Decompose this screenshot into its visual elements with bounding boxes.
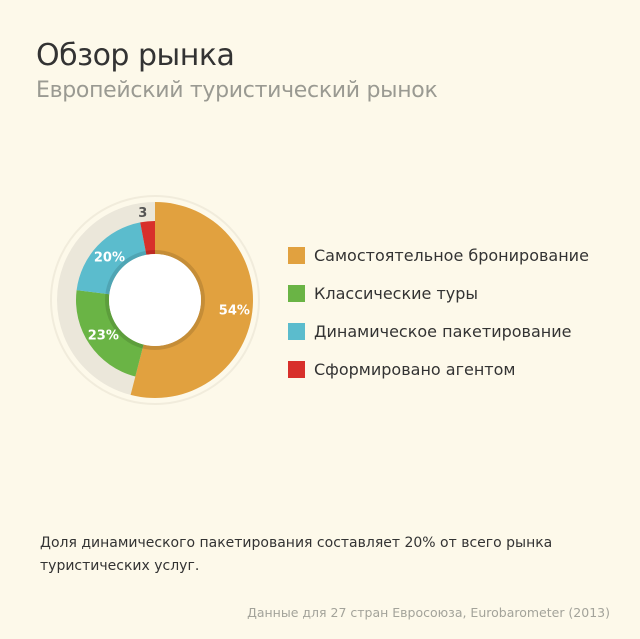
legend-item: Самостоятельное бронирование bbox=[288, 236, 589, 274]
legend-label: Динамическое пакетирование bbox=[314, 321, 572, 341]
donut-chart: 54% 23% 20% 3 bbox=[50, 195, 260, 405]
source-credit: Данные для 27 стран Евросоюза, Eurobarom… bbox=[247, 605, 610, 620]
donut-inner-shadow bbox=[105, 250, 205, 350]
legend-swatch bbox=[288, 246, 305, 264]
legend-item: Сформировано агентом bbox=[288, 350, 589, 388]
legend-swatch bbox=[288, 360, 305, 378]
page-title: Обзор рынка bbox=[36, 38, 235, 73]
legend-label: Самостоятельное бронирование bbox=[314, 245, 589, 265]
donut-slice bbox=[76, 222, 147, 295]
chart-legend: Самостоятельное бронирование Классические… bbox=[288, 236, 589, 388]
slice-value-label: 54% bbox=[219, 304, 250, 319]
slice-value-label: 23% bbox=[88, 329, 119, 344]
donut-slice bbox=[140, 221, 155, 255]
legend-swatch bbox=[288, 322, 305, 340]
legend-item: Классические туры bbox=[288, 274, 589, 312]
legend-label: Классические туры bbox=[314, 283, 479, 303]
donut-halo bbox=[50, 195, 260, 405]
donut-hole bbox=[109, 254, 201, 346]
slice-value-label: 3 bbox=[138, 206, 147, 221]
slice-value-label: 20% bbox=[94, 251, 125, 266]
donut-slice bbox=[130, 202, 254, 398]
legend-swatch bbox=[288, 284, 305, 302]
chart-note: Доля динамического пакетирования составл… bbox=[40, 535, 553, 574]
legend-label: Сформировано агентом bbox=[314, 359, 516, 379]
donut-slice bbox=[76, 290, 144, 377]
page-subtitle: Европейский туристический рынок bbox=[36, 78, 438, 103]
legend-item: Динамическое пакетирование bbox=[288, 312, 589, 350]
